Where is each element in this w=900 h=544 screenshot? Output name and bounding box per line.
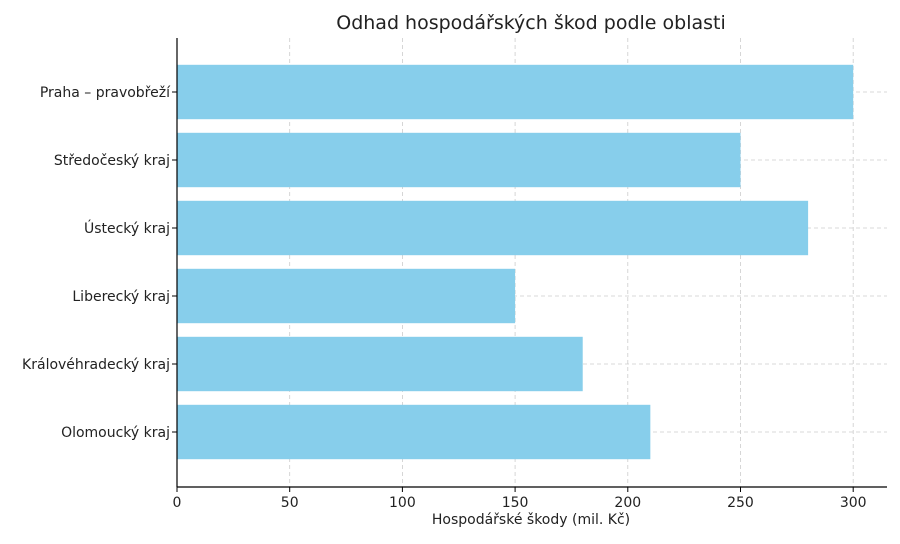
bar [177, 132, 741, 188]
x-axis-label: Hospodářské škody (mil. Kč) [432, 512, 630, 528]
y-tick-label: Královéhradecký kraj [22, 357, 170, 373]
bar [177, 404, 651, 460]
x-tick-label: 300 [840, 495, 867, 511]
bar [177, 64, 854, 120]
x-tick-label: 0 [173, 495, 182, 511]
chart-title: Odhad hospodářských škod podle oblasti [336, 12, 726, 34]
y-tick-label: Ústecký kraj [84, 219, 170, 237]
x-tick-label: 150 [502, 495, 529, 511]
ticks-layer: 0 50 100 150 200 250 300 Praha – pravobřeží Stře… [22, 85, 867, 511]
bars-layer [177, 64, 854, 460]
axes-layer [176, 38, 887, 488]
y-tick-label: Středočeský kraj [54, 153, 170, 169]
y-tick-label: Praha – pravobřeží [40, 85, 171, 101]
x-tick-label: 250 [727, 495, 754, 511]
bar [177, 268, 516, 324]
y-tick-label: Olomoucký kraj [61, 425, 170, 441]
bar [177, 200, 809, 256]
x-tick-label: 100 [389, 495, 416, 511]
y-tick-label: Liberecký kraj [72, 289, 170, 305]
bar [177, 336, 583, 392]
x-tick-label: 200 [614, 495, 641, 511]
x-tick-label: 50 [281, 495, 299, 511]
